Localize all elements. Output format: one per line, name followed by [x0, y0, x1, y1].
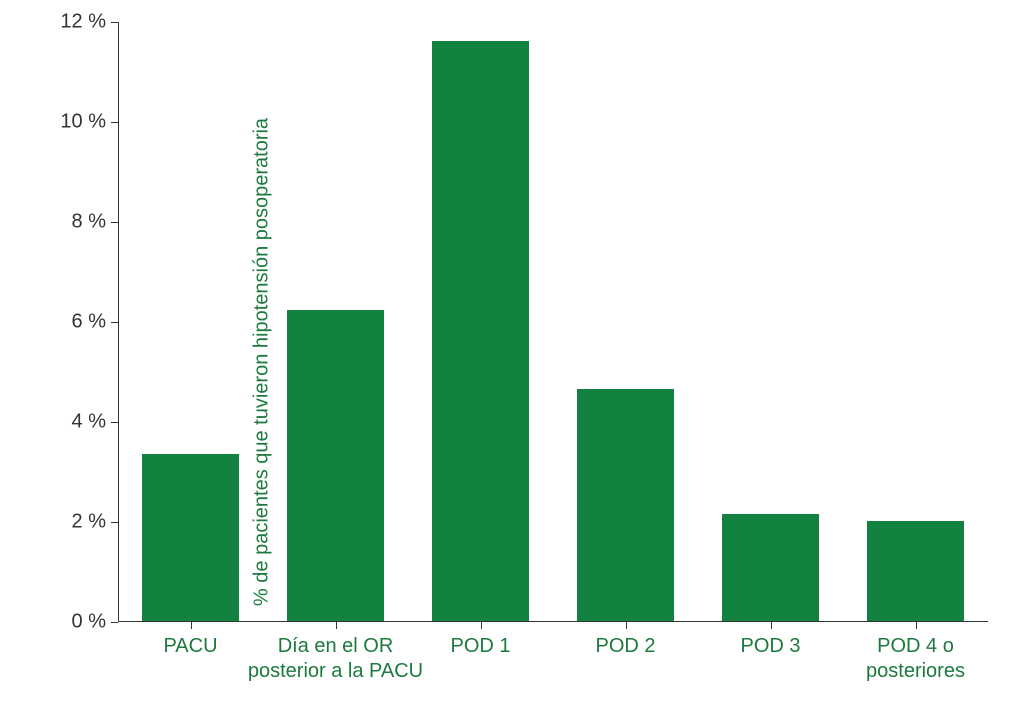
y-axis-line	[118, 22, 119, 622]
plot-area: 0 %2 %4 %6 %8 %10 %12 %PACUDía en el OR …	[118, 22, 988, 622]
bar	[722, 514, 819, 622]
y-tick-label: 12 %	[60, 11, 106, 34]
y-tick	[111, 422, 118, 423]
x-tick	[626, 622, 627, 629]
y-tick	[111, 122, 118, 123]
bar	[867, 521, 964, 621]
x-tick-label: PACU	[163, 634, 217, 659]
y-tick-label: 10 %	[60, 111, 106, 134]
y-tick	[111, 322, 118, 323]
y-tick-label: 4 %	[72, 411, 106, 434]
chart-container: % de pacientes que tuvieron hipotensión …	[0, 0, 1024, 724]
y-tick-label: 0 %	[72, 611, 106, 634]
y-tick-label: 2 %	[72, 511, 106, 534]
x-tick-label: Día en el OR posterior a la PACU	[248, 634, 423, 684]
x-tick	[916, 622, 917, 629]
y-tick-label: 6 %	[72, 311, 106, 334]
y-tick-label: 8 %	[72, 211, 106, 234]
x-tick	[336, 622, 337, 629]
x-axis-line	[118, 621, 988, 622]
x-tick-label: POD 3	[740, 634, 800, 659]
bar	[432, 41, 529, 621]
y-tick	[111, 222, 118, 223]
y-tick	[111, 522, 118, 523]
bar	[142, 454, 239, 622]
bar	[287, 310, 384, 621]
bar	[577, 389, 674, 622]
x-tick	[191, 622, 192, 629]
y-tick	[111, 622, 118, 623]
x-tick-label: POD 1	[450, 634, 510, 659]
x-tick	[771, 622, 772, 629]
x-tick-label: POD 2	[595, 634, 655, 659]
x-tick-label: POD 4 o posteriores	[866, 634, 965, 684]
y-tick	[111, 22, 118, 23]
x-tick	[481, 622, 482, 629]
